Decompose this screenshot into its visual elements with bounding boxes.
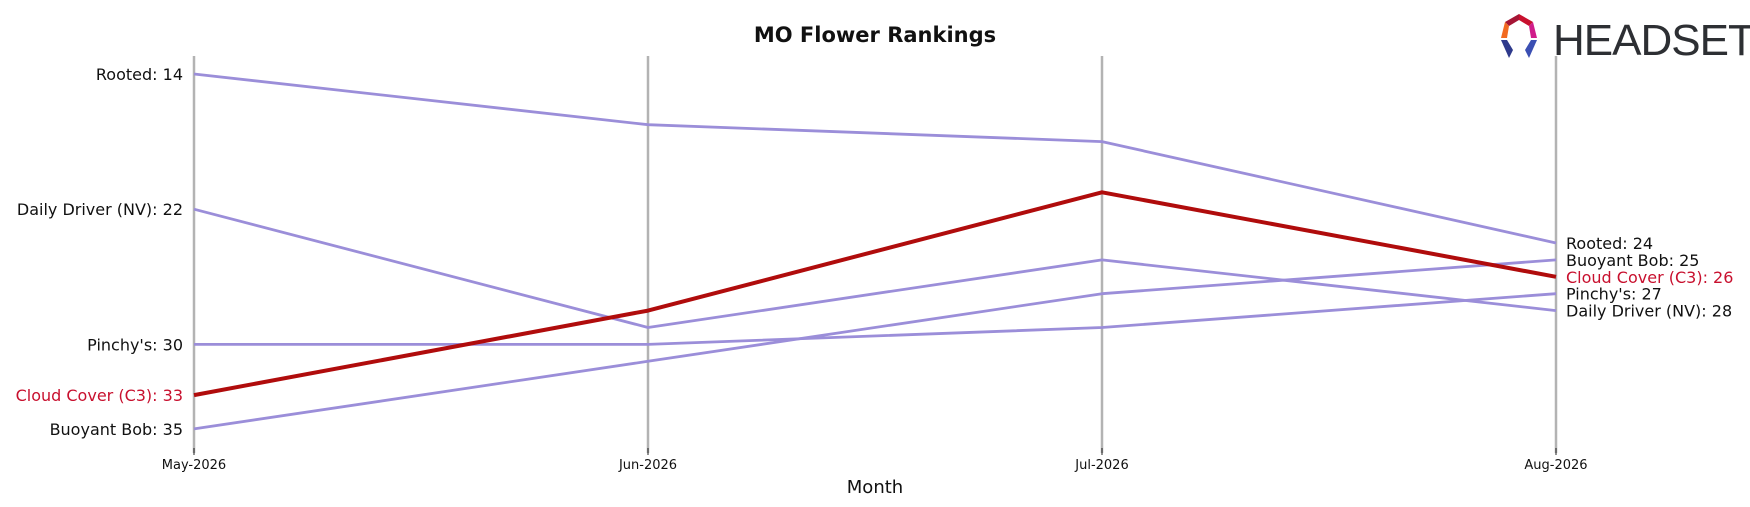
series-lines: [193, 72, 1557, 431]
x-tick-label: Aug-2026: [1524, 458, 1587, 473]
logo-wordmark: HEADSET: [1553, 16, 1750, 65]
end-label: Pinchy's: 27: [1566, 285, 1662, 304]
headset-logo: HEADSET: [1501, 14, 1750, 65]
headset-logo-icon: [1501, 14, 1537, 58]
end-label: Daily Driver (NV): 28: [1566, 302, 1732, 321]
month-gridlines: [192, 56, 1558, 453]
start-label: Daily Driver (NV): 22: [17, 200, 183, 219]
start-labels: Rooted: 14 Daily Driver (NV): 22 Pinchy's:…: [16, 65, 183, 439]
chart-title: MO Flower Rankings: [754, 23, 996, 47]
end-label: Rooted: 24: [1566, 234, 1653, 253]
x-axis-ticks: May-2026 Jun-2026 Jul-2026 Aug-2026: [162, 448, 1588, 473]
end-label: Cloud Cover (C3): 26: [1566, 268, 1733, 287]
x-tick-label: Jun-2026: [618, 458, 677, 473]
start-label: Cloud Cover (C3): 33: [16, 386, 183, 405]
end-label: Buoyant Bob: 25: [1566, 251, 1699, 270]
x-tick-label: Jul-2026: [1074, 458, 1128, 473]
x-tick-label: May-2026: [162, 458, 226, 473]
start-label: Pinchy's: 30: [87, 335, 183, 354]
series-line-daily-driver-nv: [193, 207, 1557, 329]
series-line-pinchy-s: [194, 292, 1557, 346]
series-line-rooted: [193, 72, 1557, 245]
start-label: Rooted: 14: [96, 65, 183, 84]
series-line-cloud-cover-c3: [193, 190, 1557, 398]
start-label: Buoyant Bob: 35: [50, 420, 183, 439]
x-axis-title: Month: [847, 477, 903, 498]
series-line-buoyant-bob: [193, 258, 1557, 431]
